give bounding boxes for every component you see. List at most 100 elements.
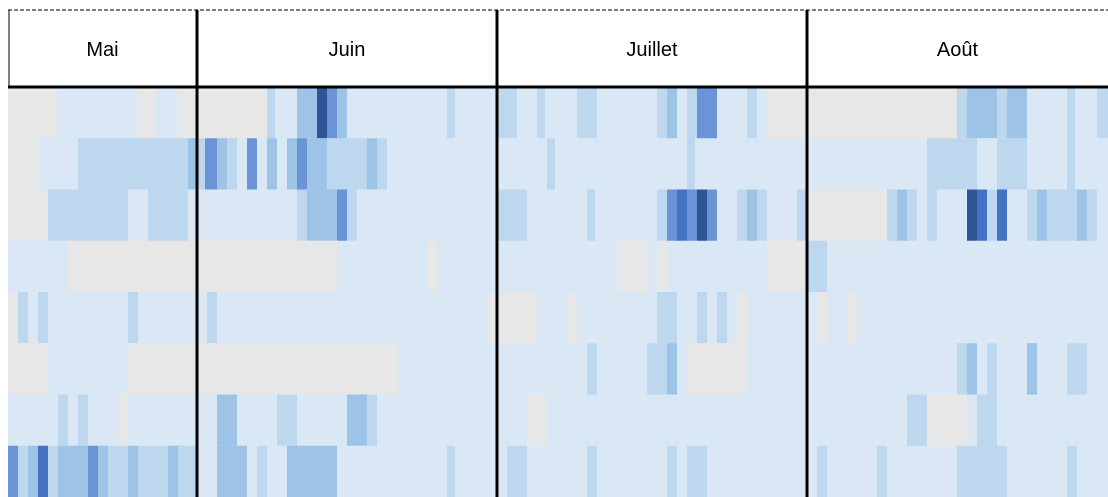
heatmap-cell: [207, 292, 217, 344]
heatmap-cell: [128, 138, 188, 190]
heatmap-cell: [977, 394, 997, 446]
heatmap-cell: [118, 394, 128, 446]
heatmap-cell: [877, 445, 887, 497]
heatmap-cell: [1067, 445, 1077, 497]
heatmap-cell: [967, 343, 977, 395]
heatmap-cell: [98, 445, 108, 497]
heatmap-cell: [657, 189, 667, 241]
heatmap-cell: [78, 394, 88, 446]
heatmap-cell: [677, 189, 687, 241]
heatmap-cell: [697, 87, 717, 139]
heatmap-cell: [197, 240, 337, 292]
heatmap-cell: [717, 292, 727, 344]
month-label-1: Mai: [86, 39, 118, 61]
heatmap-cell: [967, 189, 977, 241]
heatmap-cell: [827, 240, 837, 292]
heatmap-cell: [78, 138, 128, 190]
month-label-3: Juillet: [626, 39, 678, 61]
heatmap-cell: [128, 445, 138, 497]
heatmap-cell: [667, 87, 677, 139]
heatmap-cell: [327, 87, 337, 139]
heatmap-cell: [957, 445, 1007, 497]
heatmap-cell: [687, 138, 695, 190]
heatmap-cell: [156, 87, 178, 139]
heatmap-cell: [297, 189, 307, 241]
heatmap-cell: [68, 343, 78, 395]
heatmap-cell: [1007, 87, 1027, 139]
heatmap-cell: [1077, 189, 1087, 241]
heatmap-cell: [8, 138, 38, 190]
heatmap-cells: [8, 87, 1108, 497]
heatmap-cell: [217, 138, 227, 190]
heatmap-cell: [667, 343, 677, 395]
heatmap-cell: [377, 138, 387, 190]
heatmap-cell: [997, 189, 1007, 241]
heatmap-cell: [1027, 189, 1037, 241]
heatmap-cell: [887, 189, 897, 241]
heatmap-cell: [547, 138, 555, 190]
heatmap-cell: [447, 87, 455, 139]
heatmap-cell: [128, 343, 197, 395]
heatmap-cell: [217, 445, 247, 497]
heatmap-cell: [657, 292, 677, 344]
heatmap-cell: [38, 445, 48, 497]
heatmap-cell: [1037, 189, 1047, 241]
heatmap-cell: [138, 445, 148, 497]
heatmap-cell: [138, 87, 156, 139]
heatmap-cell: [567, 292, 577, 344]
heatmap-cell: [737, 292, 747, 344]
heatmap-cell: [247, 138, 257, 190]
heatmap-cell: [587, 445, 597, 497]
heatmap-cell: [68, 240, 197, 292]
heatmap-cell: [807, 240, 827, 292]
heatmap-cell: [967, 138, 977, 190]
heatmap-cell: [997, 87, 1007, 139]
heatmap-cell: [58, 445, 88, 497]
heatmap-cell: [797, 240, 807, 292]
heatmap-cell: [927, 394, 967, 446]
heatmap-cell: [197, 138, 205, 190]
heatmap-cell: [307, 138, 327, 190]
heatmap-cell: [587, 189, 595, 241]
heatmap-cell: [577, 87, 597, 139]
heatmap-cell: [657, 240, 667, 292]
heatmap-cell: [987, 343, 997, 395]
heatmap-cell: [297, 138, 307, 190]
heatmap-cell: [257, 445, 267, 497]
heatmap-cell: [1067, 343, 1087, 395]
heatmap-cell: [687, 189, 697, 241]
heatmap-cell: [28, 445, 38, 497]
heatmap-cell: [188, 138, 198, 190]
heatmap-cell: [48, 445, 58, 497]
heatmap-cell: [267, 87, 275, 139]
heatmap-cell: [807, 87, 957, 139]
heatmap-cell: [767, 87, 807, 139]
heatmap-cell: [18, 292, 28, 344]
heatmap-cell: [497, 189, 527, 241]
heatmap-cell: [347, 189, 357, 241]
heatmap-cell: [287, 445, 337, 497]
heatmap-cell: [817, 445, 827, 497]
heatmap-cell: [1067, 138, 1075, 190]
heatmap-cell: [987, 189, 997, 241]
heatmap-cell: [747, 87, 757, 139]
heatmap-cell: [277, 394, 297, 446]
heatmap-cell: [188, 445, 197, 497]
heatmap-cell: [8, 240, 68, 292]
heatmap-cell: [108, 445, 128, 497]
heatmap-cell: [267, 138, 277, 190]
heatmap-cell: [8, 189, 48, 241]
heatmap-cell: [1027, 343, 1037, 395]
heatmap-cell: [205, 138, 217, 190]
heatmap-cell: [907, 394, 927, 446]
heatmap-cell: [817, 292, 827, 344]
heatmap-cell: [38, 138, 78, 190]
month-label-4: Août: [937, 39, 979, 61]
heatmap-cell: [617, 240, 647, 292]
heatmap-cell: [18, 445, 28, 497]
heatmap-cell: [88, 445, 98, 497]
heatmap-cell: [897, 189, 907, 241]
heatmap-cell: [527, 394, 547, 446]
heatmap-cell: [497, 138, 517, 190]
